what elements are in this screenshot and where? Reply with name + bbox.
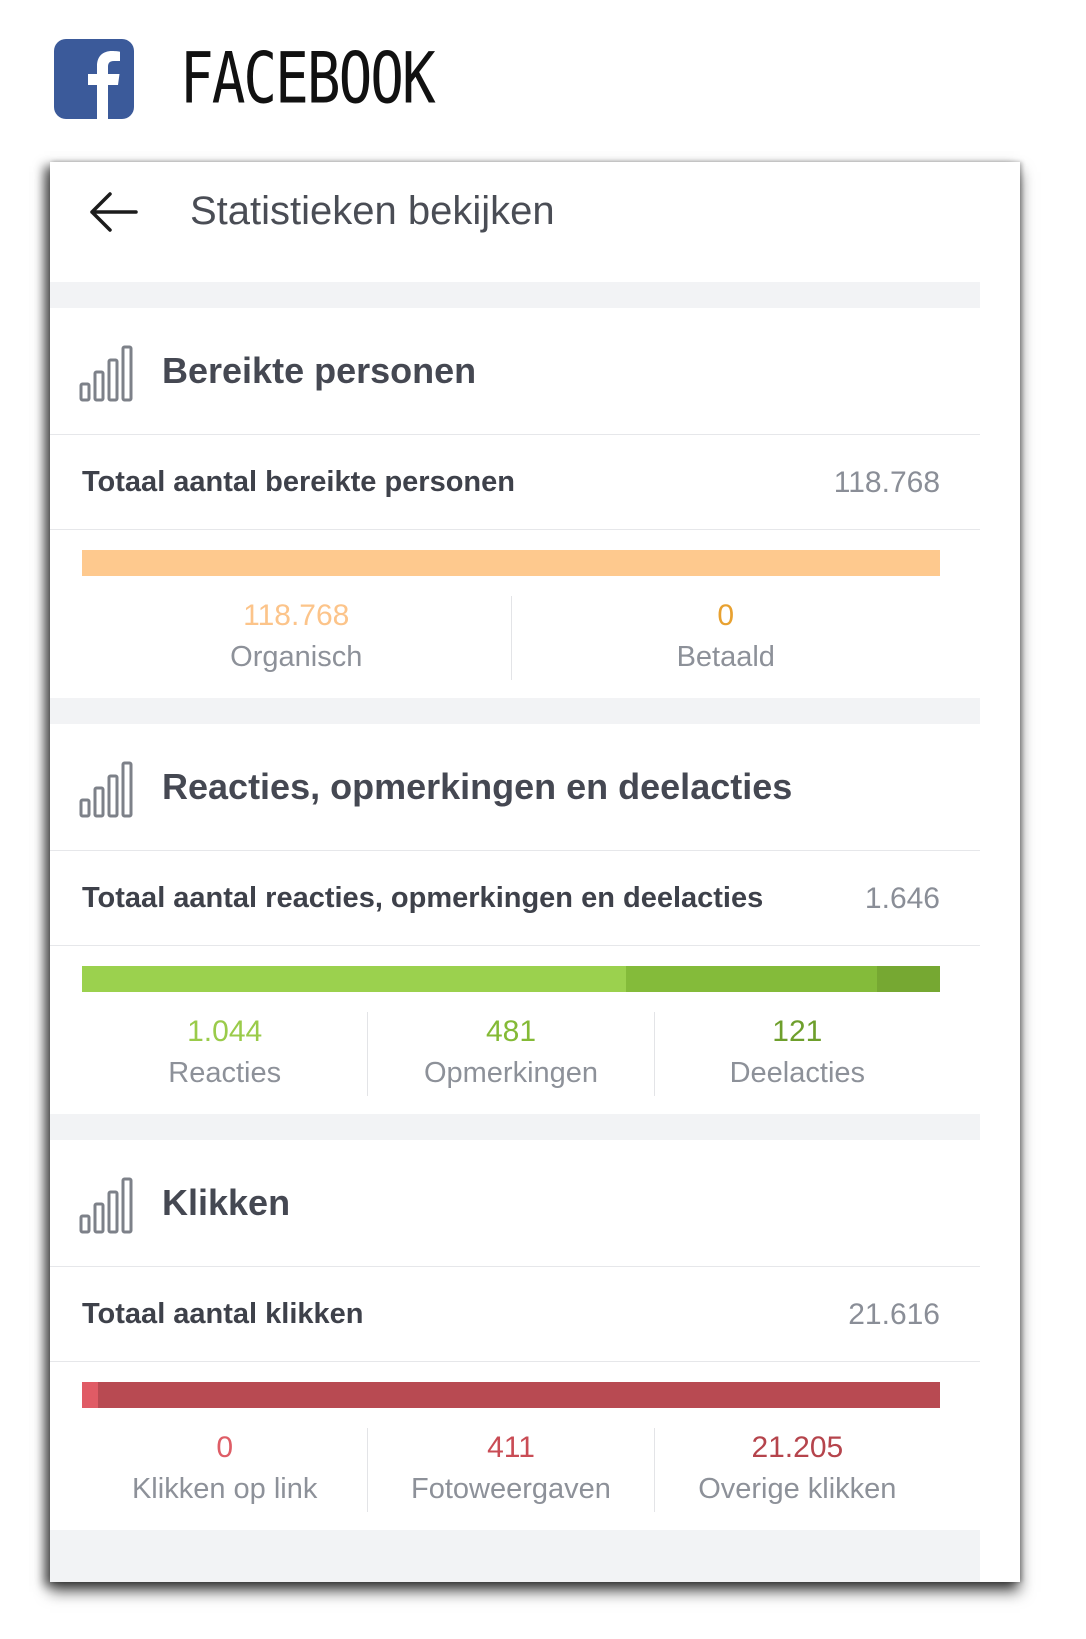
metric-value: 411	[487, 1431, 535, 1464]
bar-segment-photo-views	[82, 1382, 99, 1408]
total-value: 118.768	[833, 466, 940, 499]
facebook-logo-icon	[54, 39, 134, 119]
total-row: Totaal aantal klikken 21.616	[50, 1267, 980, 1362]
section-title: Reacties, opmerkingen en deelacties	[162, 766, 793, 807]
bar-segment-shares	[876, 966, 940, 992]
metric-other-clicks: 21.205 Overige klikken	[653, 1428, 940, 1512]
section-divider	[50, 698, 980, 724]
section-divider	[50, 1530, 980, 1582]
metric-label: Klikken op link	[131, 1473, 318, 1505]
bar-chart-icon	[79, 345, 133, 402]
metric-link-clicks: 0 Klikken op link	[82, 1428, 367, 1512]
metric-comments: 481 Opmerkingen	[367, 1012, 653, 1096]
stacked-bar	[82, 1382, 940, 1408]
section-clicks: Klikken Totaal aantal klikken 21.616 0 K…	[50, 1140, 980, 1530]
total-row: Totaal aantal bereikte personen 118.768	[50, 435, 980, 530]
stacked-bar	[82, 966, 940, 992]
total-value: 21.616	[848, 1298, 940, 1331]
total-row: Totaal aantal reacties, opmerkingen en d…	[50, 851, 980, 946]
total-label: Totaal aantal klikken	[82, 1298, 364, 1330]
section-title: Bereikte personen	[162, 350, 477, 391]
section-reach: Bereikte personen Totaal aantal bereikte…	[50, 308, 980, 698]
back-arrow-icon[interactable]	[88, 189, 140, 235]
section-header: Reacties, opmerkingen en deelacties	[50, 724, 980, 851]
metric-photo-views: 411 Fotoweergaven	[367, 1428, 653, 1512]
brand: FACEBOOK	[54, 38, 436, 120]
bar-chart-icon	[79, 761, 133, 818]
metric-shares: 121 Deelacties	[653, 1012, 940, 1096]
metrics: 118.768 Organisch 0 Betaald	[82, 596, 940, 680]
bar-chart-icon	[79, 1177, 133, 1234]
metric-value: 21.205	[751, 1431, 844, 1464]
metric-label: Betaald	[676, 641, 775, 673]
metric-label: Overige klikken	[698, 1473, 897, 1505]
bar-segment-other-clicks	[98, 1382, 940, 1408]
page-title: Statistieken bekijken	[190, 189, 555, 233]
metric-value: 121	[772, 1015, 823, 1048]
metric-value: 0	[717, 599, 735, 632]
bar-segment-organic	[82, 550, 940, 576]
total-label: Totaal aantal bereikte personen	[82, 466, 515, 498]
metric-label: Organisch	[230, 641, 363, 673]
total-value: 1.646	[864, 882, 940, 915]
metric-label: Reacties	[168, 1057, 282, 1089]
metric-label: Opmerkingen	[423, 1057, 599, 1089]
brand-name: FACEBOOK	[180, 38, 436, 120]
metric-value: 118.768	[243, 599, 350, 632]
metric-label: Deelacties	[729, 1057, 866, 1089]
section-divider	[50, 1114, 980, 1140]
metric-value: 0	[216, 1431, 233, 1464]
section-divider	[50, 282, 980, 308]
section-header: Klikken	[50, 1140, 980, 1267]
metric-organic: 118.768 Organisch	[82, 596, 511, 680]
bar-segment-reactions	[82, 966, 626, 992]
section-header: Bereikte personen	[50, 308, 980, 435]
total-label: Totaal aantal reacties, opmerkingen en d…	[82, 882, 764, 914]
section-title: Klikken	[162, 1182, 291, 1223]
metric-value: 1.044	[187, 1015, 263, 1048]
stacked-bar	[82, 550, 940, 576]
section-engagement: Reacties, opmerkingen en deelacties Tota…	[50, 724, 980, 1114]
metrics: 0 Klikken op link 411 Fotoweergaven 21.2…	[82, 1428, 940, 1512]
statistics-panel: Statistieken bekijken Bereikte personen …	[50, 162, 1020, 1582]
metric-value: 481	[485, 1015, 537, 1048]
metric-reactions: 1.044 Reacties	[82, 1012, 367, 1096]
metric-label: Fotoweergaven	[411, 1473, 611, 1505]
metric-paid: 0 Betaald	[510, 596, 941, 680]
metrics: 1.044 Reacties 481 Opmerkingen 121 Deela…	[82, 1012, 940, 1096]
bar-segment-comments	[625, 966, 877, 992]
panel-header: Statistieken bekijken	[50, 162, 980, 282]
